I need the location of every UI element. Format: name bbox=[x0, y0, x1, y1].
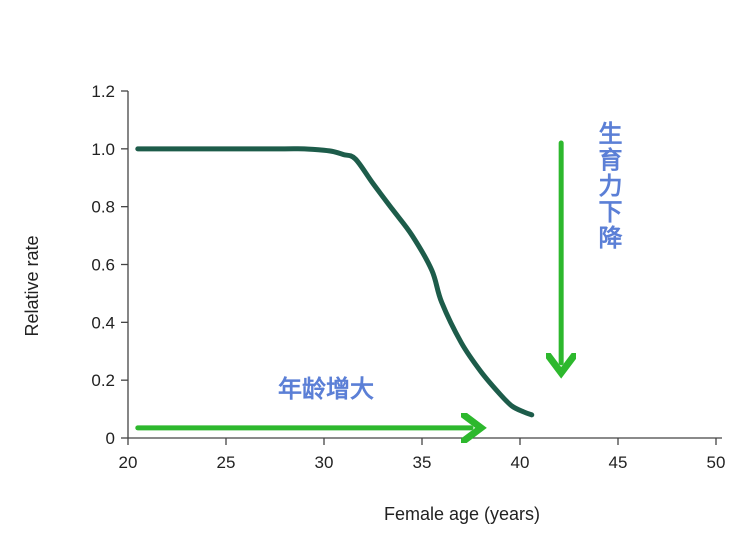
x-tick-label: 20 bbox=[119, 453, 138, 472]
arrow-layer bbox=[135, 140, 561, 428]
fertility-decline-annotation: 生育力下降 bbox=[594, 121, 622, 251]
series-layer bbox=[135, 146, 535, 418]
x-tick-label: 35 bbox=[413, 453, 432, 472]
x-axis: 20 25 30 35 40 45 50 bbox=[119, 437, 726, 472]
y-tick-label: 0.8 bbox=[91, 198, 115, 217]
y-tick-label: 1.0 bbox=[91, 140, 115, 159]
y-tick-label: 0.2 bbox=[91, 371, 115, 390]
x-tick-label: 50 bbox=[707, 453, 726, 472]
y-axis-title: Relative rate bbox=[22, 235, 42, 336]
y-tick-label: 1.2 bbox=[91, 82, 115, 101]
x-tick-label: 30 bbox=[315, 453, 334, 472]
fertility-rate-line bbox=[135, 146, 535, 418]
y-tick-label: 0.4 bbox=[91, 313, 115, 332]
age-increase-annotation: 年龄增大 bbox=[278, 375, 374, 403]
x-axis-title: Female age (years) bbox=[384, 504, 540, 524]
y-tick-label: 0.6 bbox=[91, 256, 115, 275]
x-tick-label: 45 bbox=[609, 453, 628, 472]
x-tick-label: 25 bbox=[217, 453, 236, 472]
x-tick-label: 40 bbox=[511, 453, 530, 472]
y-axis: 0 0.2 0.4 0.6 0.8 1.0 1.2 bbox=[91, 82, 129, 448]
y-tick-label: 0 bbox=[106, 429, 115, 448]
